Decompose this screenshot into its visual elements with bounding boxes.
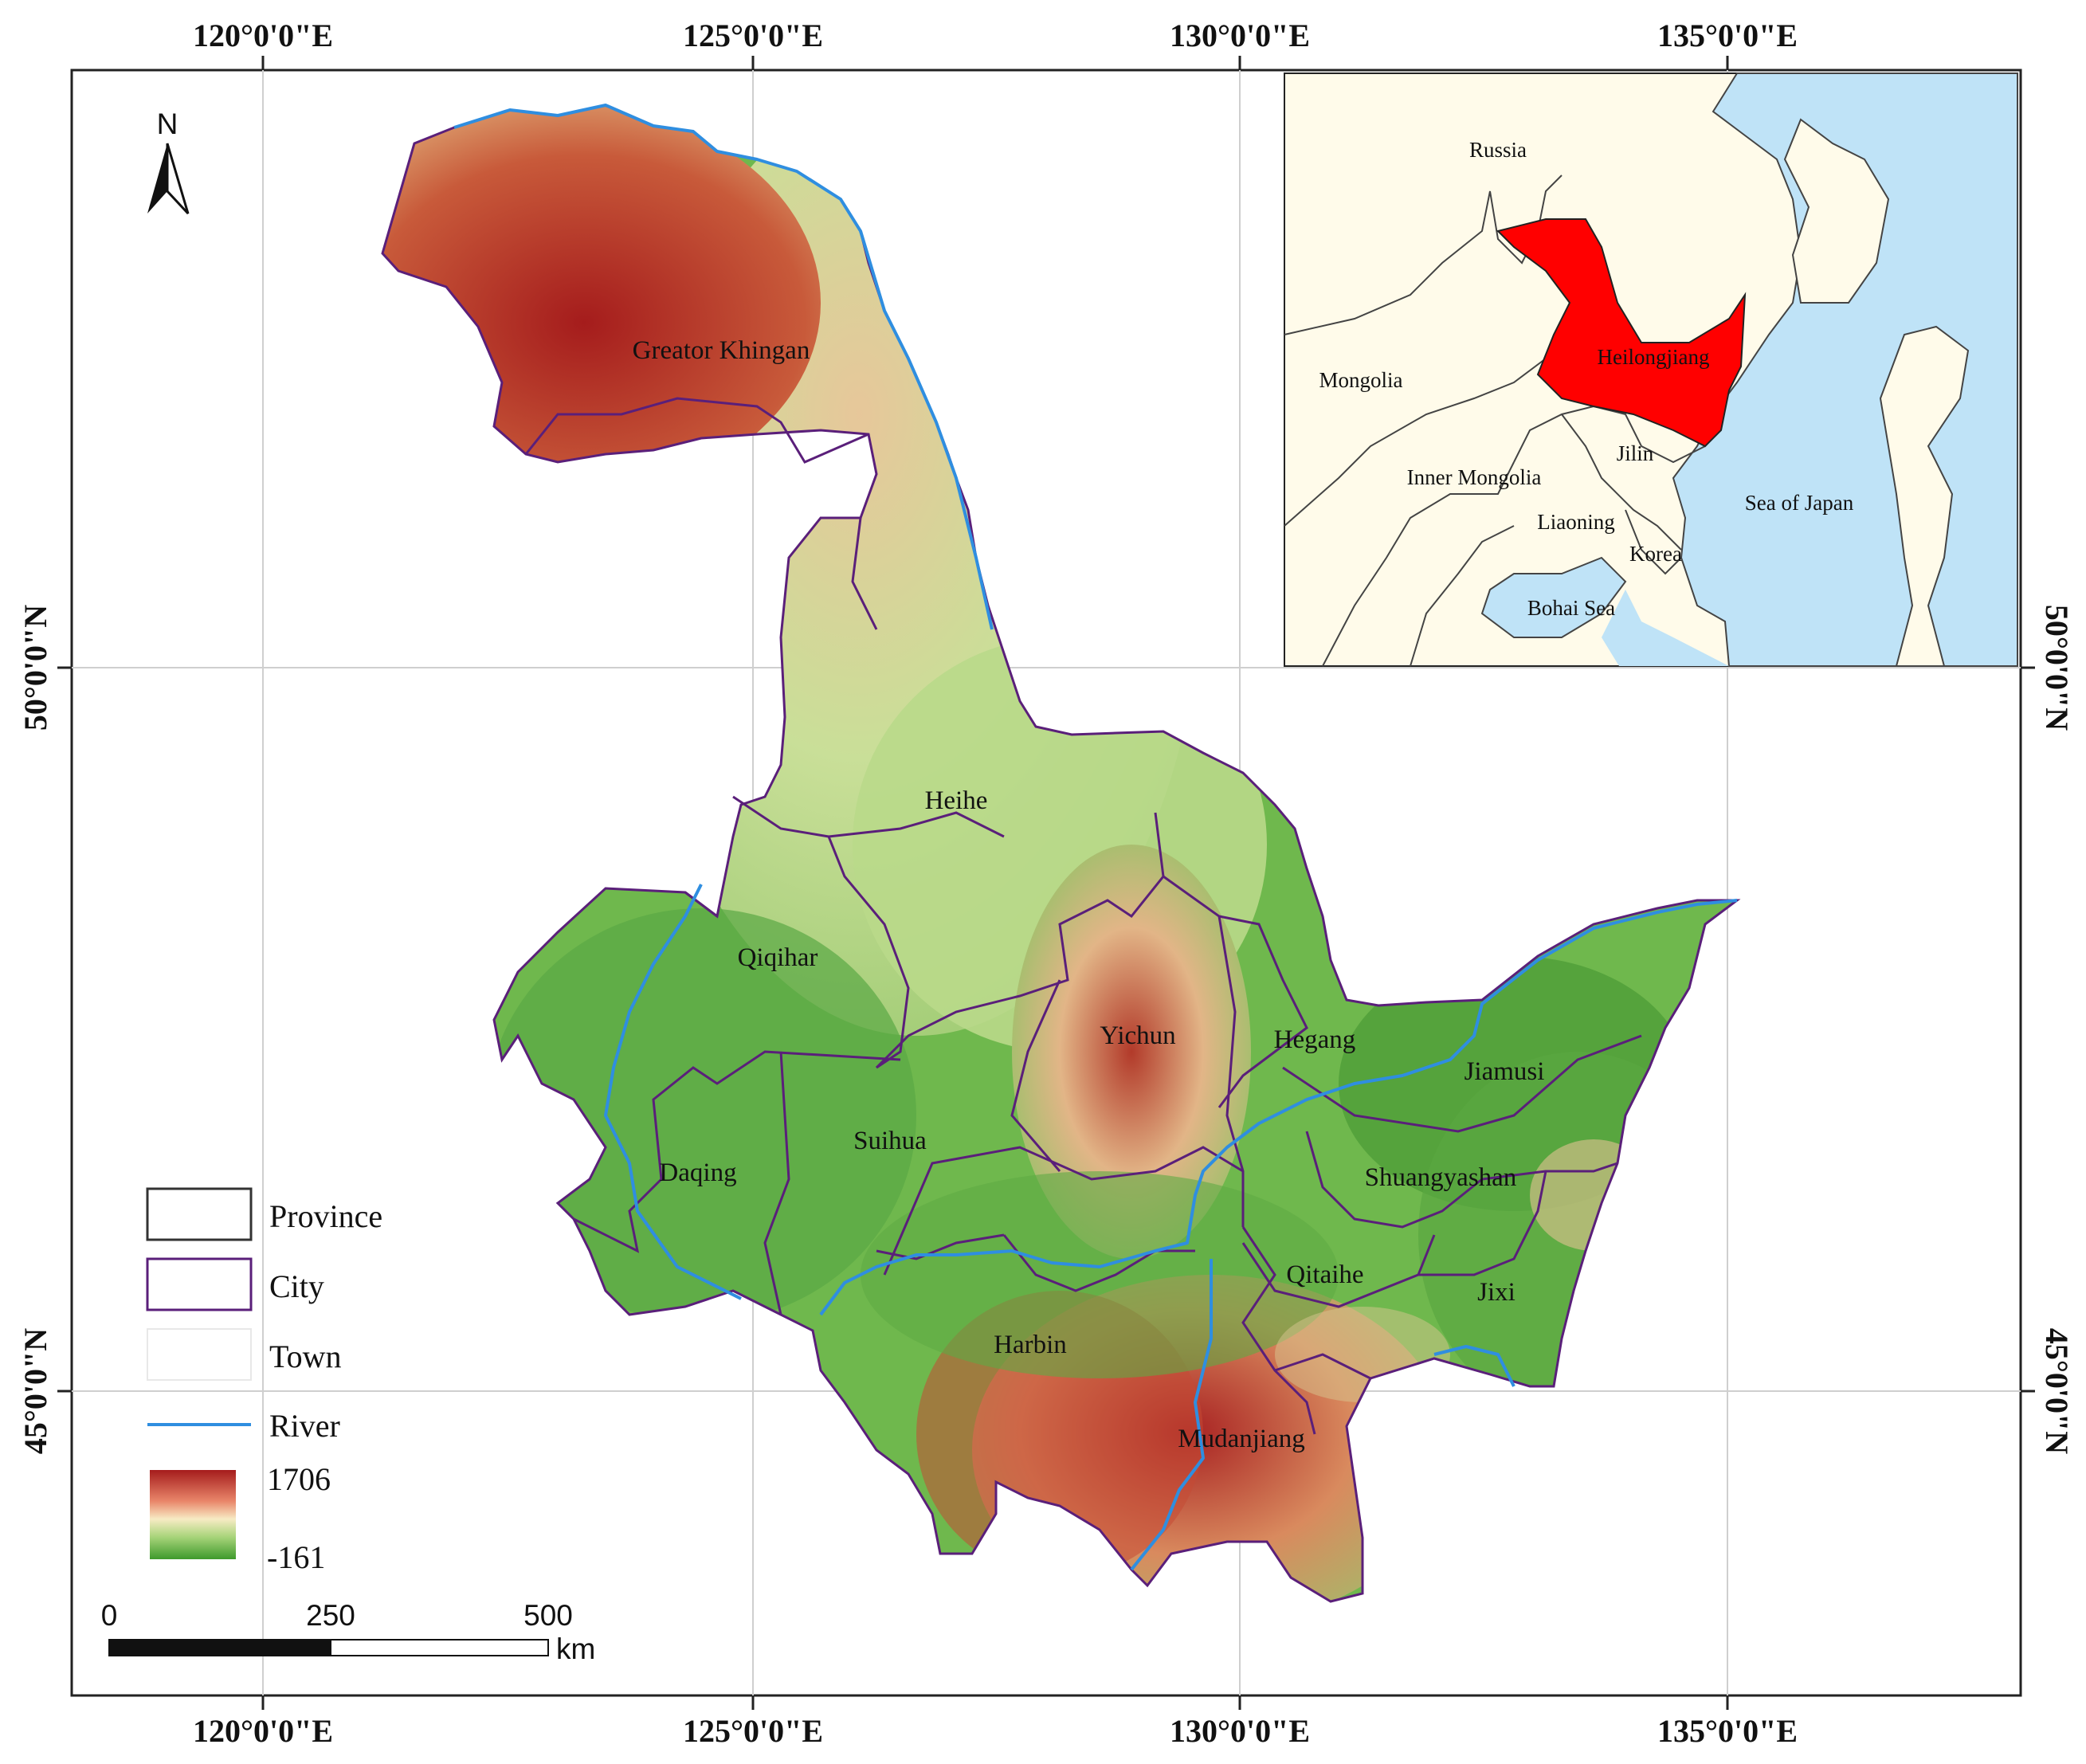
- city-label-daqing: Daqing: [659, 1158, 736, 1187]
- inset-label-jilin: Jilin: [1617, 441, 1654, 465]
- inset-bohai-sea: [1480, 556, 1627, 638]
- city-label-greater-khingan: Greator Khingan: [633, 336, 810, 365]
- legend-city-swatch: [146, 1257, 253, 1311]
- inset-label-korea: Korea: [1629, 542, 1682, 566]
- scale-bar-tick-0: 0: [101, 1599, 118, 1632]
- city-label-yichun: Yichun: [1100, 1021, 1175, 1050]
- legend-province-swatch: [146, 1187, 253, 1241]
- legend-town-swatch: [147, 1328, 252, 1381]
- inset-label-liaoning: Liaoning: [1537, 510, 1614, 534]
- city-boundaries: [524, 397, 1642, 1435]
- lat-label-left-50: 50°0'0"N: [18, 605, 53, 731]
- legend-elevation-ramp: [150, 1470, 236, 1559]
- legend-province-label: Province: [269, 1198, 382, 1234]
- city-label-qitaihe: Qitaihe: [1286, 1260, 1363, 1289]
- city-label-shuangyashan: Shuangyashan: [1365, 1163, 1517, 1192]
- legend: Province City Town River 1706 -161: [146, 1187, 382, 1575]
- city-label-heihe: Heihe: [925, 786, 988, 815]
- lon-label-top-135: 135°0'0"E: [1657, 18, 1798, 53]
- inset-label-heilongjiang: Heilongjiang: [1598, 345, 1710, 369]
- lat-label-left-45: 45°0'0"N: [18, 1328, 53, 1454]
- graticule-ticks: [57, 56, 2035, 1710]
- inset-label-bohai-sea: Bohai Sea: [1527, 596, 1615, 620]
- city-label-mudanjiang: Mudanjiang: [1178, 1425, 1304, 1453]
- lon-label-bottom-120: 120°0'0"E: [193, 1713, 333, 1749]
- legend-river-label: River: [269, 1408, 340, 1444]
- lon-label-bottom-135: 135°0'0"E: [1657, 1713, 1798, 1749]
- city-label-harbin: Harbin: [994, 1331, 1067, 1359]
- lon-label-top-125: 125°0'0"E: [683, 18, 823, 53]
- rivers: [453, 104, 1738, 1571]
- inset-japan: [1879, 325, 1970, 667]
- inset-sakhalin: [1783, 118, 1890, 304]
- lon-label-top-120: 120°0'0"E: [193, 18, 333, 53]
- scale-bar: 0 250 500 km: [101, 1599, 596, 1665]
- lat-label-right-50: 50°0'0"N: [2039, 605, 2075, 731]
- city-label-hegang: Hegang: [1274, 1025, 1356, 1054]
- inset-heilongjiang: [1496, 218, 1747, 448]
- legend-elevation-min: -161: [267, 1539, 325, 1575]
- legend-city-label: City: [269, 1268, 324, 1304]
- scale-bar-tick-250: 250: [306, 1599, 355, 1632]
- lon-label-bottom-130: 130°0'0"E: [1170, 1713, 1310, 1749]
- city-label-jixi: Jixi: [1477, 1278, 1515, 1307]
- inset-label-mongolia: Mongolia: [1319, 368, 1403, 392]
- inset-map: Russia Mongolia Heilongjiang Jilin Inner…: [1284, 73, 2018, 667]
- scale-bar-tick-500: 500: [523, 1599, 573, 1632]
- inset-label-russia: Russia: [1469, 138, 1527, 162]
- scale-bar-unit: km: [556, 1633, 595, 1665]
- north-arrow-icon: [147, 143, 167, 214]
- legend-elevation-max: 1706: [267, 1461, 331, 1497]
- inset-label-inner-mongolia: Inner Mongolia: [1407, 465, 1542, 489]
- lat-label-right-45: 45°0'0"N: [2039, 1328, 2075, 1454]
- city-label-suihua: Suihua: [853, 1127, 927, 1155]
- city-label-qiqihar: Qiqihar: [738, 943, 818, 972]
- lon-label-bottom-125: 125°0'0"E: [683, 1713, 823, 1749]
- north-arrow-label: N: [157, 108, 178, 140]
- inset-label-sea-of-japan: Sea of Japan: [1745, 491, 1854, 515]
- north-arrow: N: [147, 108, 190, 215]
- lon-label-top-130: 130°0'0"E: [1170, 18, 1310, 53]
- legend-town-label: Town: [269, 1339, 342, 1374]
- city-label-jiamusi: Jiamusi: [1465, 1057, 1545, 1086]
